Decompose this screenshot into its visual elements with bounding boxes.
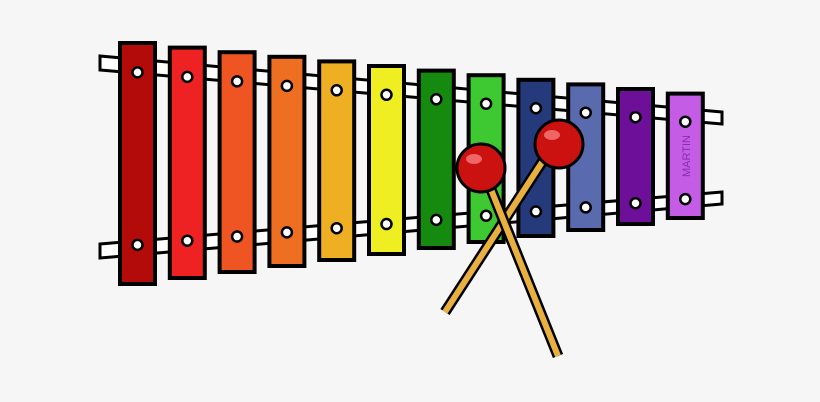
- bar-hole: [629, 196, 642, 210]
- bar-hole: [280, 226, 294, 239]
- signature: MARTIN: [681, 135, 693, 177]
- bar-hole: [579, 106, 592, 119]
- bar-hole: [230, 75, 244, 88]
- mallets: [440, 118, 585, 359]
- bar-hole: [131, 238, 144, 252]
- bar-hole: [679, 192, 692, 206]
- bar-hole: [679, 115, 692, 128]
- bar-hole: [330, 84, 343, 97]
- bar-hole: [230, 230, 244, 243]
- mallet-stick: [442, 148, 553, 314]
- bar-hole: [579, 201, 592, 214]
- bar-hole: [181, 70, 194, 84]
- mallet-head: [455, 142, 507, 194]
- bar-hole: [479, 209, 493, 222]
- mallet-highlight: [466, 154, 482, 164]
- bar-hole: [629, 110, 642, 124]
- xylophone-bar: [167, 45, 207, 280]
- mallet-stick: [481, 170, 561, 358]
- bar-hole: [430, 93, 443, 106]
- bar-hole: [479, 97, 493, 111]
- bar-hole: [430, 213, 443, 227]
- bar-hole: [280, 79, 294, 93]
- bar-hole: [529, 101, 543, 115]
- bar-hole: [380, 88, 393, 102]
- mallet-highlight: [544, 130, 560, 140]
- bar-hole: [330, 221, 343, 235]
- bar-hole: [131, 66, 144, 79]
- bar-hole: [181, 234, 194, 247]
- bar-hole: [380, 217, 393, 231]
- mallet-head: [533, 118, 585, 170]
- bar-hole: [529, 205, 543, 218]
